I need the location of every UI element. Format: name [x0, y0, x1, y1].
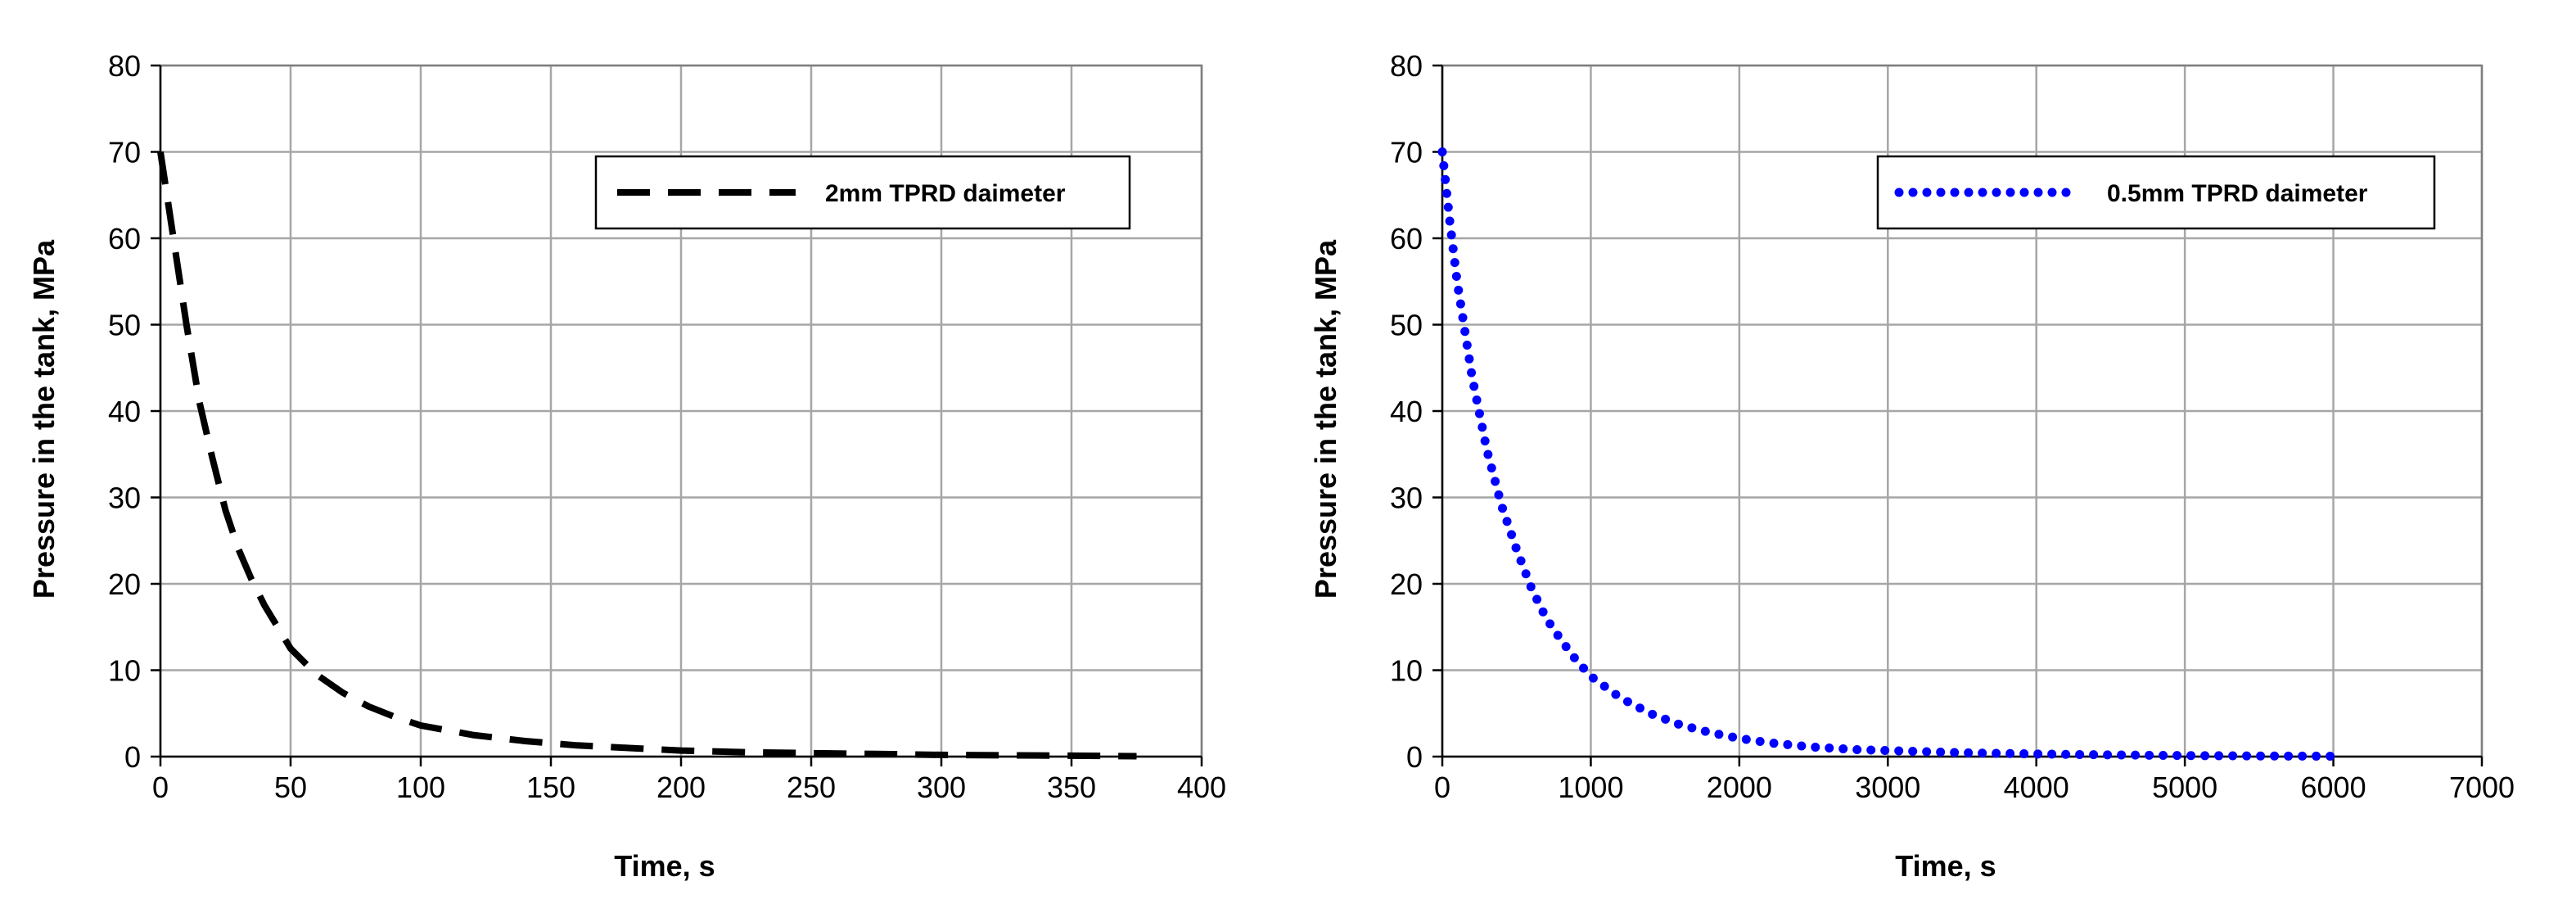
x-tick-label: 150 [526, 771, 575, 804]
legend-label: 0.5mm TPRD daimeter [2107, 180, 2368, 207]
x-tick-label: 5000 [2152, 771, 2217, 804]
x-tick-label: 7000 [2449, 771, 2515, 804]
legend-label: 2mm TPRD daimeter [825, 180, 1066, 207]
y-tick-label: 60 [108, 222, 141, 255]
y-tick-label: 50 [108, 309, 141, 342]
y-tick-label: 20 [108, 567, 141, 601]
x-tick-label: 50 [274, 771, 307, 804]
x-tick-label: 3000 [1855, 771, 1920, 804]
x-tick-label: 1000 [1558, 771, 1623, 804]
y-tick-label: 20 [1390, 567, 1423, 601]
x-tick-label: 350 [1047, 771, 1096, 804]
x-tick-label: 250 [787, 771, 836, 804]
y-tick-label: 70 [108, 136, 141, 169]
x-tick-label: 300 [917, 771, 966, 804]
chart-1: 0 50 100 150 200 250 300 350 400 0 10 20 30 40 50 60 70 8… [27, 49, 1226, 883]
series-line-dotted [1437, 147, 2339, 761]
y-tick-label: 0 [1406, 740, 1423, 774]
x-tick-label: 400 [1177, 771, 1226, 804]
y-tick-label: 80 [108, 49, 141, 83]
x-tick-label: 200 [656, 771, 706, 804]
y-tick-label: 70 [1390, 136, 1423, 169]
x-tick-label: 100 [396, 771, 445, 804]
x-axis-title: Time, s [614, 849, 715, 883]
y-tick-label: 30 [1390, 481, 1423, 515]
y-axis-title: Pressure in the tank, MPa [1309, 239, 1342, 599]
x-tick-label: 0 [152, 771, 169, 804]
y-tick-label: 0 [124, 740, 141, 774]
chart-2: 0 1000 2000 3000 4000 5000 6000 7000 0 10 20 30 40 50… [1309, 49, 2515, 883]
y-axis-title: Pressure in the tank, MPa [27, 239, 61, 599]
x-axis-title: Time, s [1895, 849, 1996, 883]
x-tick-label: 4000 [2004, 771, 2069, 804]
x-tick-label: 6000 [2301, 771, 2366, 804]
y-tick-label: 30 [108, 481, 141, 515]
y-tick-label: 40 [1390, 395, 1423, 428]
series-line-dashed [157, 151, 1137, 760]
y-tick-label: 10 [1390, 654, 1423, 688]
y-tick-label: 10 [108, 654, 141, 688]
x-tick-label: 2000 [1707, 771, 1772, 804]
x-tick-label: 0 [1434, 771, 1450, 804]
y-tick-label: 80 [1390, 49, 1423, 83]
y-tick-label: 50 [1390, 309, 1423, 342]
y-tick-label: 60 [1390, 222, 1423, 255]
y-tick-label: 40 [108, 395, 141, 428]
